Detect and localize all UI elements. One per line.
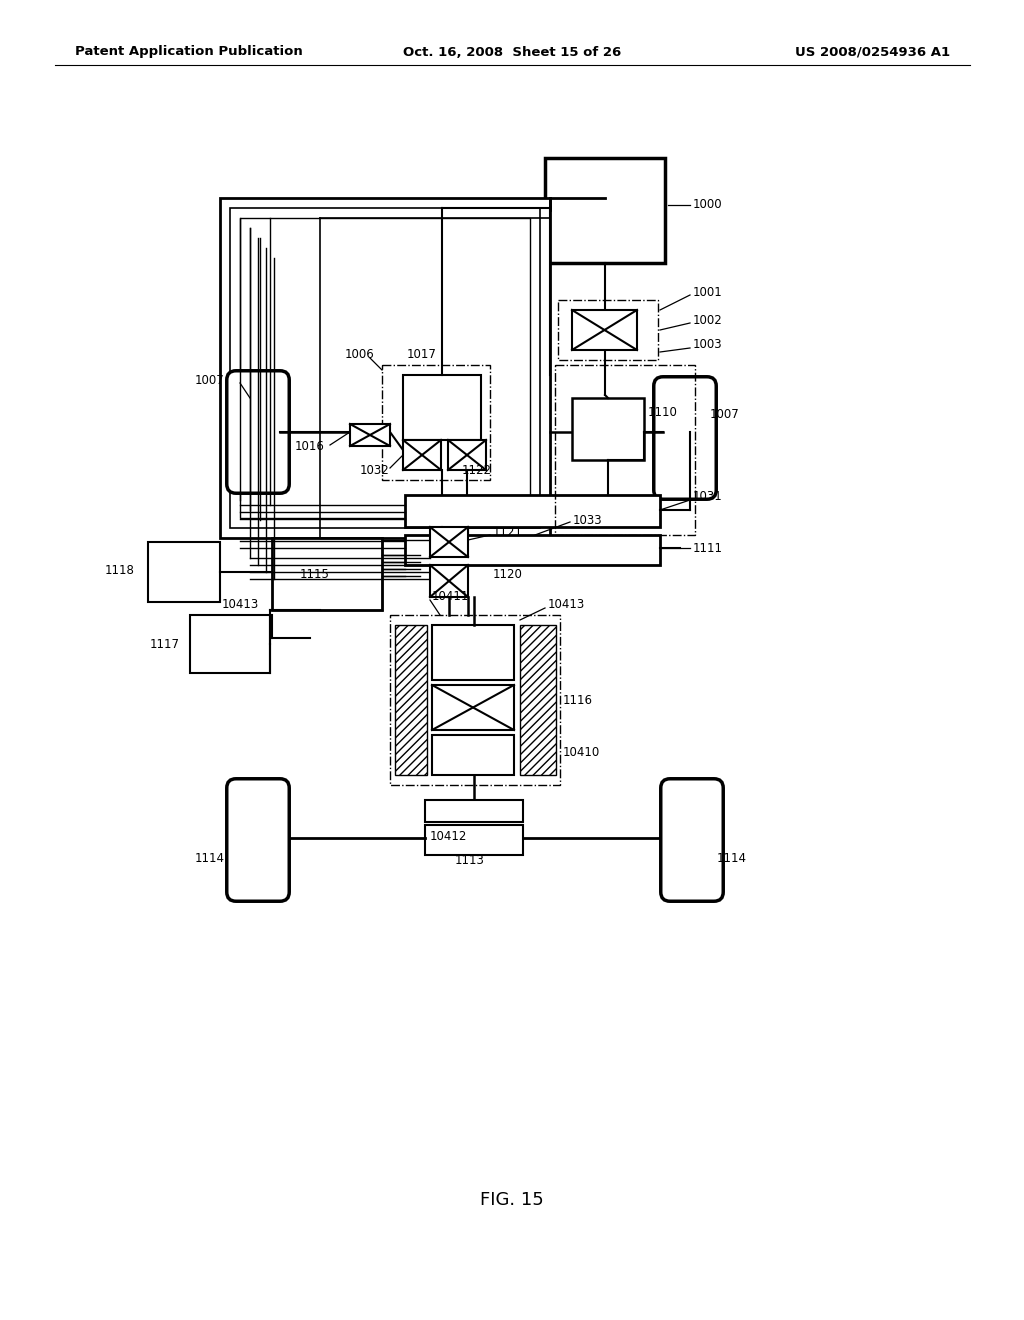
Text: 10413: 10413 [222,598,259,611]
Text: 1118: 1118 [105,564,135,577]
Bar [272,539,382,610]
Text: 1001: 1001 [693,285,723,298]
Bar [148,543,220,602]
Bar [406,495,660,527]
Text: 1007: 1007 [710,408,739,421]
Text: 1006: 1006 [345,348,375,362]
Bar [520,624,556,775]
Text: 1007: 1007 [195,374,224,387]
Text: 1121: 1121 [493,527,523,540]
Bar [403,375,481,440]
Text: 1122: 1122 [462,463,492,477]
Bar [432,624,514,680]
Bar [432,735,514,775]
Bar [390,615,560,785]
Bar [430,527,468,557]
Text: 1017: 1017 [407,348,437,362]
Text: 1113: 1113 [455,854,485,866]
Text: 1120: 1120 [493,569,523,582]
Bar [382,366,490,480]
Text: 1031: 1031 [693,491,723,503]
Bar [190,615,270,673]
Bar [572,399,644,459]
Text: Patent Application Publication: Patent Application Publication [75,45,303,58]
FancyBboxPatch shape [660,779,723,902]
Text: 10413: 10413 [548,598,586,611]
Text: 10412: 10412 [430,829,467,842]
FancyBboxPatch shape [653,376,716,499]
Text: 1003: 1003 [693,338,723,351]
Bar [545,158,665,263]
Bar [395,624,427,775]
Bar [240,218,530,517]
Text: 1116: 1116 [563,693,593,706]
Bar [430,565,468,597]
Bar [220,198,550,539]
Bar [230,209,540,528]
Text: 1110: 1110 [648,407,678,420]
Bar [572,310,637,350]
FancyBboxPatch shape [226,779,289,902]
Text: 1117: 1117 [150,638,180,651]
Text: 1032: 1032 [360,463,390,477]
FancyBboxPatch shape [226,371,289,494]
Bar [350,424,390,446]
Bar [403,440,441,470]
Bar [425,825,523,855]
Text: 10410: 10410 [563,747,600,759]
Text: 1114: 1114 [717,851,746,865]
Bar [425,800,523,822]
Text: 1033: 1033 [573,513,603,527]
Text: 1000: 1000 [693,198,723,211]
Text: 1016: 1016 [295,441,325,454]
Text: 1002: 1002 [693,314,723,326]
Bar [558,300,658,360]
Text: US 2008/0254936 A1: US 2008/0254936 A1 [795,45,950,58]
Bar [406,535,660,565]
Text: 10411: 10411 [432,590,469,602]
Bar [555,366,695,535]
Text: 1111: 1111 [693,541,723,554]
Text: 1114: 1114 [195,851,225,865]
Bar [432,685,514,730]
Text: FIG. 15: FIG. 15 [480,1191,544,1209]
Text: 1115: 1115 [300,568,330,581]
Bar [449,440,486,470]
Text: Oct. 16, 2008  Sheet 15 of 26: Oct. 16, 2008 Sheet 15 of 26 [402,45,622,58]
